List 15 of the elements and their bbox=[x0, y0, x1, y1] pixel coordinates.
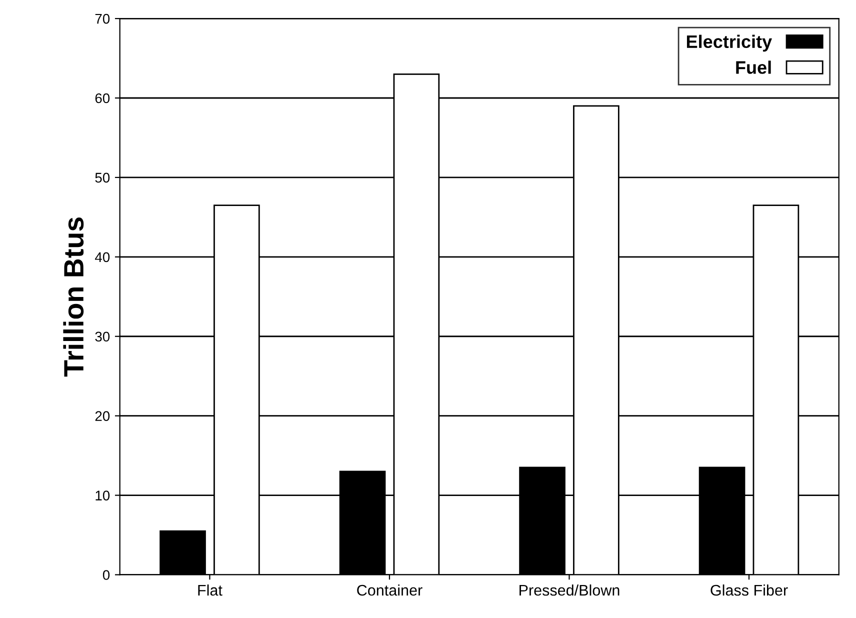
x-tick-label: Container bbox=[357, 584, 422, 596]
x-tick-label: Flat bbox=[198, 584, 222, 596]
y-tick-label: 20 bbox=[95, 411, 110, 421]
legend-label: Fuel bbox=[736, 60, 771, 74]
y-tick-label: 30 bbox=[95, 332, 110, 342]
y-tick-label: 50 bbox=[95, 172, 110, 183]
x-tick-label: Glass Fiber bbox=[710, 584, 788, 596]
y-tick-label: 40 bbox=[94, 252, 110, 262]
x-tick-label: Pressed/Blown bbox=[520, 584, 620, 596]
y-tick-label: 70 bbox=[95, 14, 110, 24]
y-tick-label: 0 bbox=[102, 570, 110, 580]
y-tick-label: 10 bbox=[96, 490, 110, 500]
legend-label: Electricity bbox=[686, 34, 772, 52]
y-tick-label: 60 bbox=[95, 93, 110, 104]
y-axis-title: Trillion Btus bbox=[63, 218, 84, 377]
